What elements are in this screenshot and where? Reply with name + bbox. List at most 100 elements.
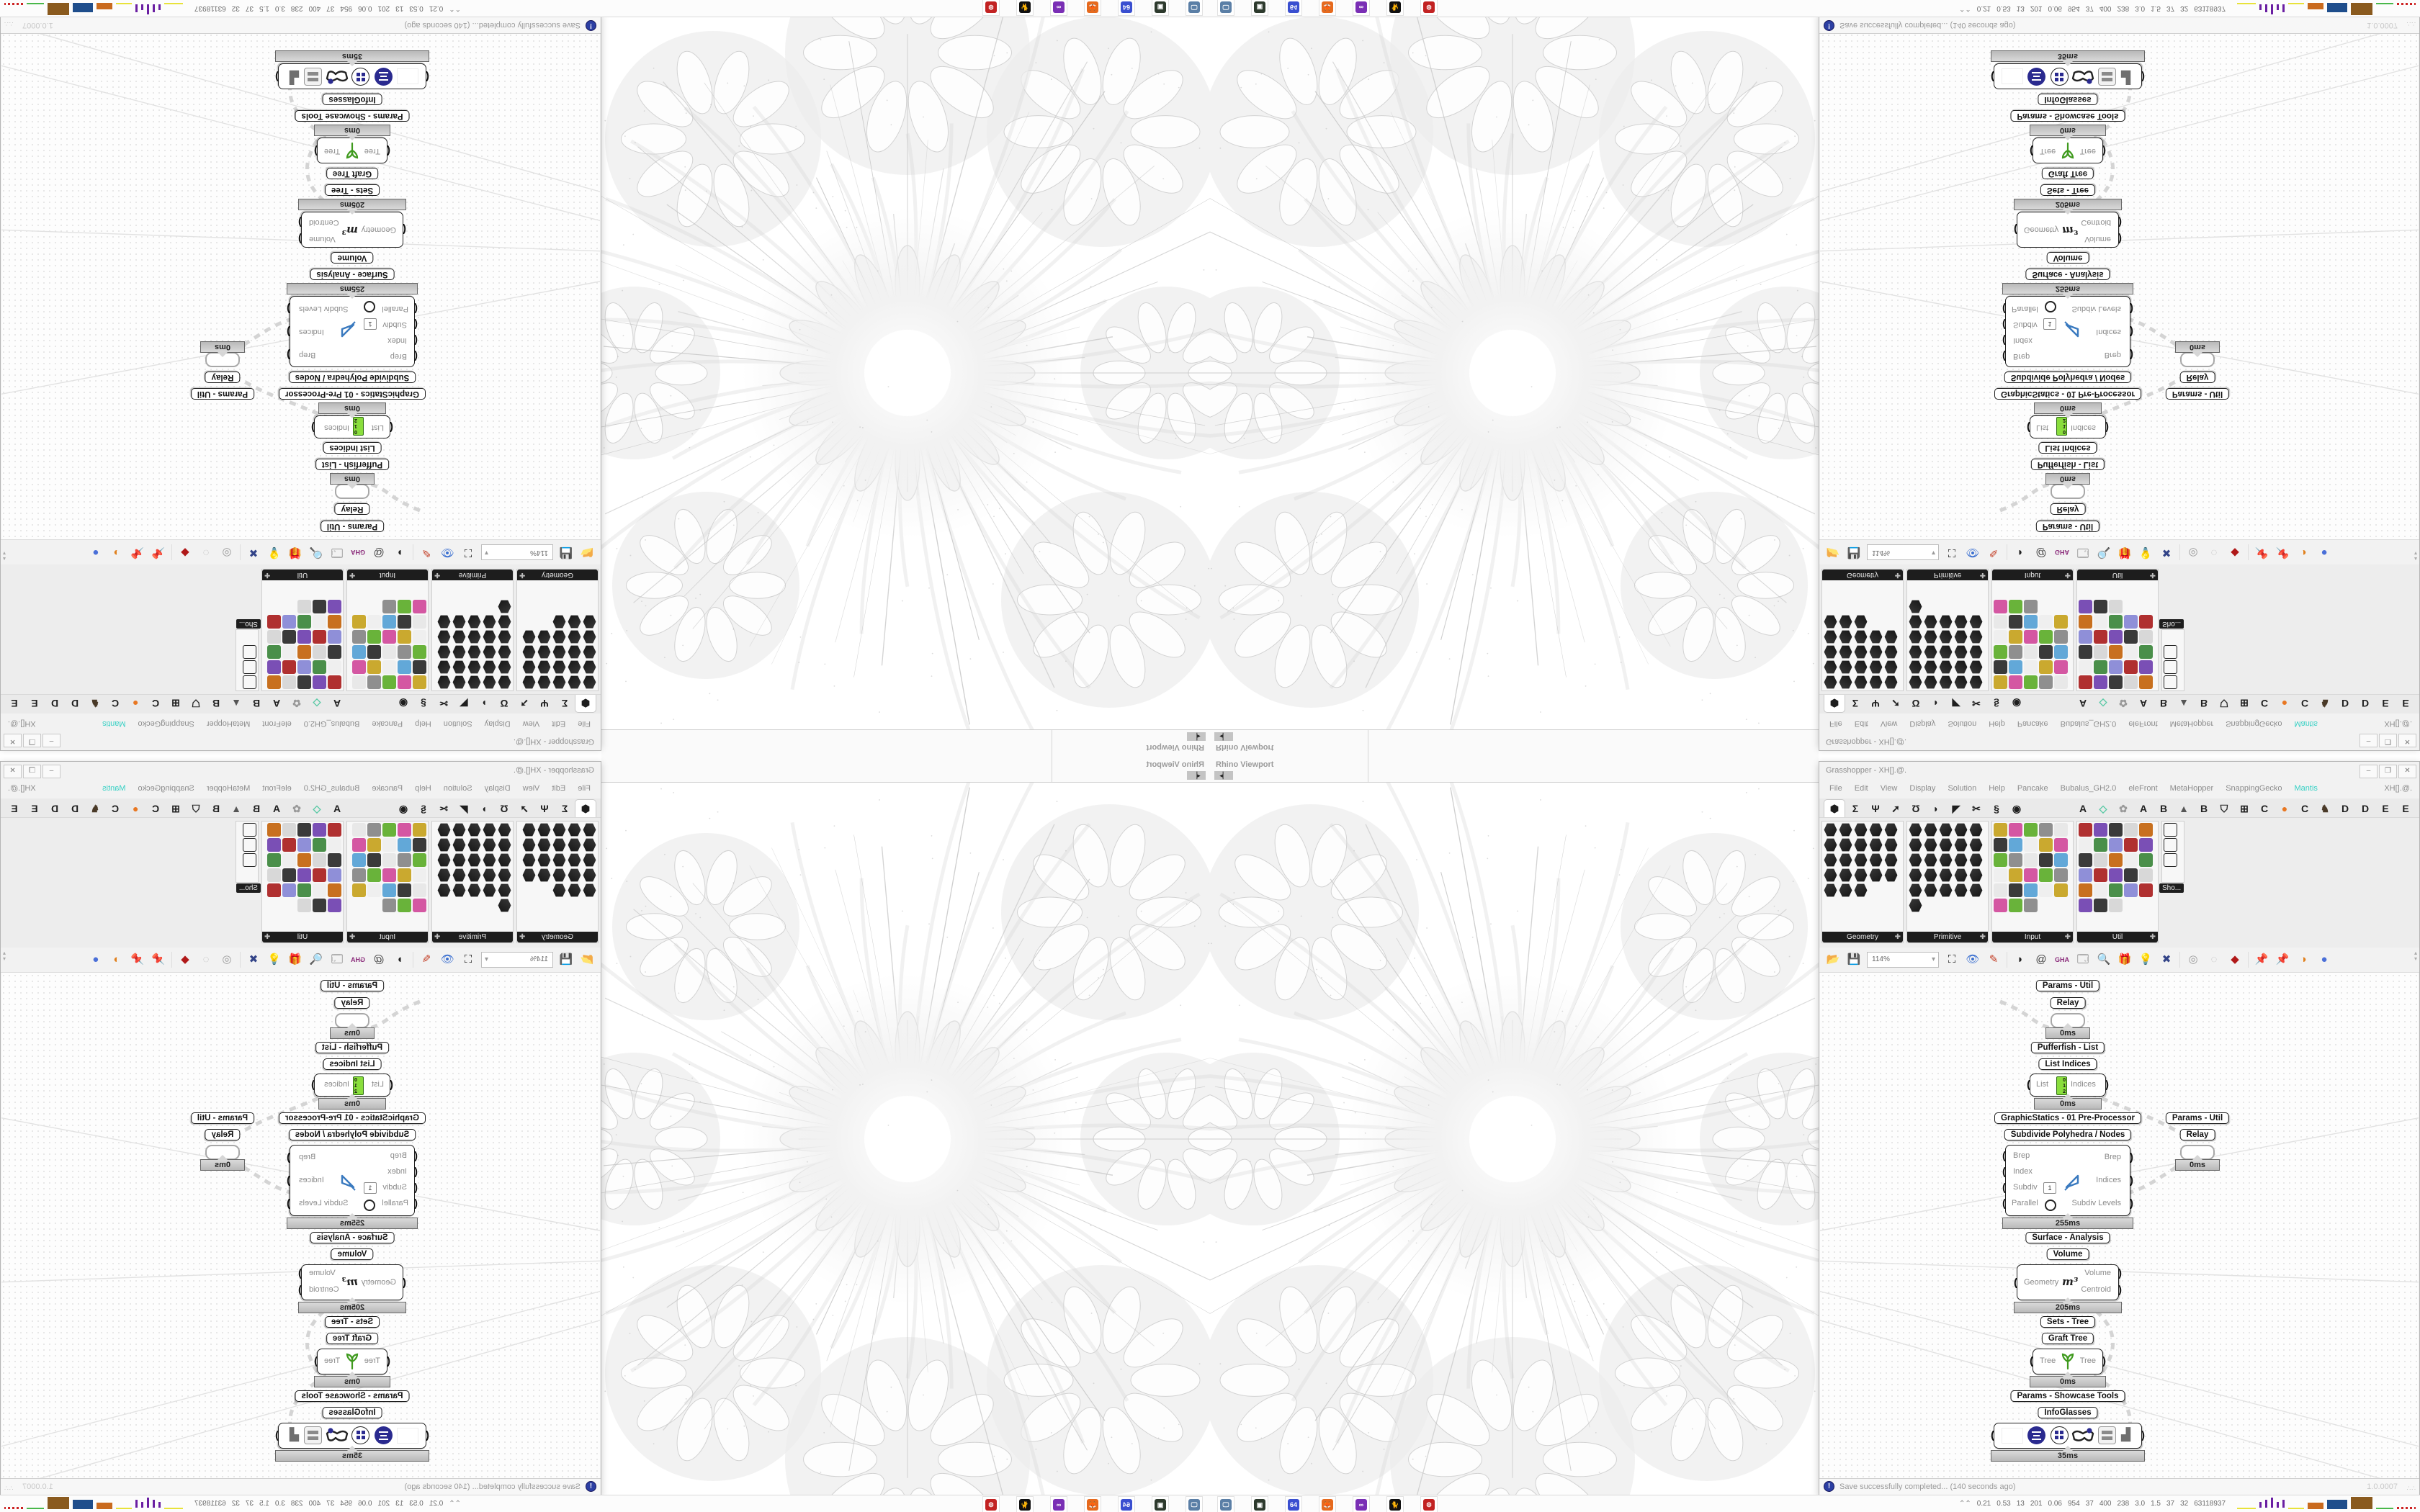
palette-component-icon[interactable] bbox=[352, 883, 366, 897]
app-cat-icon[interactable]: 🐈 bbox=[1386, 0, 1404, 16]
palette-component-icon[interactable] bbox=[2009, 675, 2022, 689]
app-cat-icon[interactable]: 🐈 bbox=[1386, 1496, 1404, 1512]
palette-component-icon[interactable] bbox=[2009, 660, 2022, 674]
tab-plugin-bird[interactable]: ♞ bbox=[90, 698, 100, 709]
palette-component-icon[interactable] bbox=[267, 853, 281, 867]
help-package-icon[interactable]: 🎁 bbox=[288, 546, 302, 559]
parallel-toggle[interactable] bbox=[2045, 1200, 2056, 1211]
subdiv-value-input[interactable]: 1 bbox=[364, 318, 377, 330]
palette-component-icon[interactable] bbox=[498, 675, 511, 689]
volume-node[interactable]: ( Geometry m³ Volume Centroid )) bbox=[298, 1264, 406, 1300]
widget-speaker-icon[interactable]: ◗ bbox=[396, 953, 403, 966]
palette-label[interactable]: Sho... bbox=[2159, 883, 2184, 893]
palette-component-icon[interactable] bbox=[2094, 868, 2107, 882]
palette-component-icon[interactable] bbox=[537, 675, 551, 689]
xmeters-chevron-icon[interactable]: ⌃⌃ bbox=[449, 4, 461, 13]
palette-component-icon[interactable] bbox=[352, 660, 366, 674]
palette-expand-icon[interactable]: ✚ bbox=[2149, 933, 2156, 941]
tab-curve[interactable]: Ʊ bbox=[500, 698, 508, 709]
palette-component-icon[interactable] bbox=[537, 823, 551, 837]
window-plant-icon[interactable]: 🗔 bbox=[2076, 953, 2089, 966]
palette-component-icon[interactable] bbox=[398, 660, 411, 674]
palette-component-icon[interactable] bbox=[467, 838, 481, 852]
app-gear-red-icon[interactable]: ⚙ bbox=[982, 0, 1000, 16]
palette-component-icon[interactable] bbox=[522, 660, 536, 674]
palette-component-icon[interactable] bbox=[413, 615, 426, 629]
palette-component-icon[interactable] bbox=[2164, 838, 2177, 852]
menu-elefront[interactable]: eleFront bbox=[2128, 784, 2158, 793]
tab-plugin-c2[interactable]: C bbox=[111, 698, 120, 709]
app-mask-purple-icon[interactable]: ∞ bbox=[1050, 1496, 1067, 1512]
menu-solution[interactable]: Solution bbox=[443, 719, 472, 728]
app-floppy-64-icon[interactable]: 64 bbox=[1118, 1496, 1135, 1512]
palette-component-icon[interactable] bbox=[2109, 823, 2123, 837]
palette-component-icon[interactable] bbox=[1884, 838, 1898, 852]
palette-label[interactable]: Util ✚ bbox=[2077, 570, 2158, 580]
palette-component-icon[interactable] bbox=[243, 675, 256, 689]
zoom-extents-icon[interactable]: ⛶ bbox=[464, 546, 472, 559]
menu-display[interactable]: Display bbox=[484, 784, 511, 793]
parallel-toggle[interactable] bbox=[364, 301, 375, 312]
palette-component-icon[interactable] bbox=[483, 883, 496, 897]
palette-component-icon[interactable] bbox=[313, 630, 326, 644]
palette-component-icon[interactable] bbox=[398, 883, 411, 897]
palette-component-icon[interactable] bbox=[352, 868, 366, 882]
tab-transform[interactable]: § bbox=[421, 803, 426, 814]
parallel-toggle[interactable] bbox=[364, 1200, 375, 1211]
menu-elefront[interactable]: eleFront bbox=[262, 719, 292, 728]
palette-component-icon[interactable] bbox=[243, 838, 256, 852]
maximize-button[interactable]: ❒ bbox=[23, 734, 41, 747]
palette-component-icon[interactable] bbox=[367, 615, 381, 629]
palette-component-icon[interactable] bbox=[297, 600, 311, 613]
palette-component-icon[interactable] bbox=[413, 645, 426, 659]
save-file-icon[interactable]: 💾 bbox=[1847, 546, 1861, 559]
palette-component-icon[interactable] bbox=[467, 660, 481, 674]
palette-component-icon[interactable] bbox=[1954, 883, 1968, 897]
tab-plugin-c2[interactable]: C bbox=[111, 803, 120, 814]
tab-plugin-flower[interactable]: ✿ bbox=[2119, 803, 2128, 814]
palette-component-icon[interactable] bbox=[2079, 675, 2092, 689]
palette-component-icon[interactable] bbox=[2079, 615, 2092, 629]
palette-component-icon[interactable] bbox=[2009, 868, 2022, 882]
save-file-icon[interactable]: 💾 bbox=[1847, 953, 1861, 966]
palette-component-icon[interactable] bbox=[313, 823, 326, 837]
tab-params[interactable]: ⬢ bbox=[1824, 799, 1845, 817]
tab-sets[interactable]: Ψ bbox=[540, 698, 549, 709]
tab-plugin-a1[interactable]: A bbox=[333, 803, 341, 814]
tab-plugin-waffle[interactable]: ⊞ bbox=[2240, 698, 2249, 709]
palette-component-icon[interactable] bbox=[2054, 645, 2068, 659]
save-file-icon[interactable]: 💾 bbox=[559, 953, 573, 966]
tab-plugin-mountain[interactable]: ▲ bbox=[231, 698, 241, 709]
viewport-tab-nav-button[interactable]: ◂▏ bbox=[1214, 732, 1233, 741]
help-package-icon[interactable]: 🎁 bbox=[2118, 953, 2132, 966]
zoom-level-combo[interactable]: 114% bbox=[481, 952, 553, 968]
help-package-icon[interactable]: 🎁 bbox=[288, 953, 302, 966]
palette-component-icon[interactable] bbox=[2024, 823, 2038, 837]
palette-component-icon[interactable] bbox=[1939, 615, 1953, 629]
app-firefox-icon[interactable]: 🦊 bbox=[1319, 1496, 1336, 1512]
tab-plugin-b1[interactable]: B bbox=[2159, 698, 2168, 709]
palette-component-icon[interactable] bbox=[367, 883, 381, 897]
gha-badge-icon[interactable]: GHA bbox=[2055, 956, 2069, 963]
palette-component-icon[interactable] bbox=[1839, 630, 1852, 644]
tab-plugin-e2[interactable]: E bbox=[11, 803, 18, 814]
lightbulb-icon[interactable]: 💡 bbox=[267, 546, 282, 559]
palette-expand-icon[interactable]: ✚ bbox=[349, 571, 356, 579]
palette-component-icon[interactable] bbox=[483, 868, 496, 882]
maximize-button[interactable]: ❒ bbox=[2379, 765, 2397, 778]
palette-component-icon[interactable] bbox=[568, 823, 581, 837]
palette-component-icon[interactable] bbox=[2024, 630, 2038, 644]
palette-component-icon[interactable] bbox=[1839, 675, 1852, 689]
pin-teal-icon[interactable]: 📌 bbox=[2254, 546, 2269, 559]
palette-component-icon[interactable] bbox=[1854, 853, 1868, 867]
toolbar-overflow-arrows[interactable]: ▴ ▾ bbox=[2414, 950, 2417, 962]
palette-component-icon[interactable] bbox=[467, 883, 481, 897]
palette-component-icon[interactable] bbox=[2009, 883, 2022, 897]
tab-plugin-bird[interactable]: ♞ bbox=[90, 803, 100, 814]
palette-component-icon[interactable] bbox=[2054, 823, 2068, 837]
palette-expand-icon[interactable]: ✚ bbox=[349, 933, 356, 941]
palette-component-icon[interactable] bbox=[398, 645, 411, 659]
palette-component-icon[interactable] bbox=[1869, 630, 1883, 644]
menu-solution[interactable]: Solution bbox=[1948, 784, 1977, 793]
palette-component-icon[interactable] bbox=[413, 853, 426, 867]
